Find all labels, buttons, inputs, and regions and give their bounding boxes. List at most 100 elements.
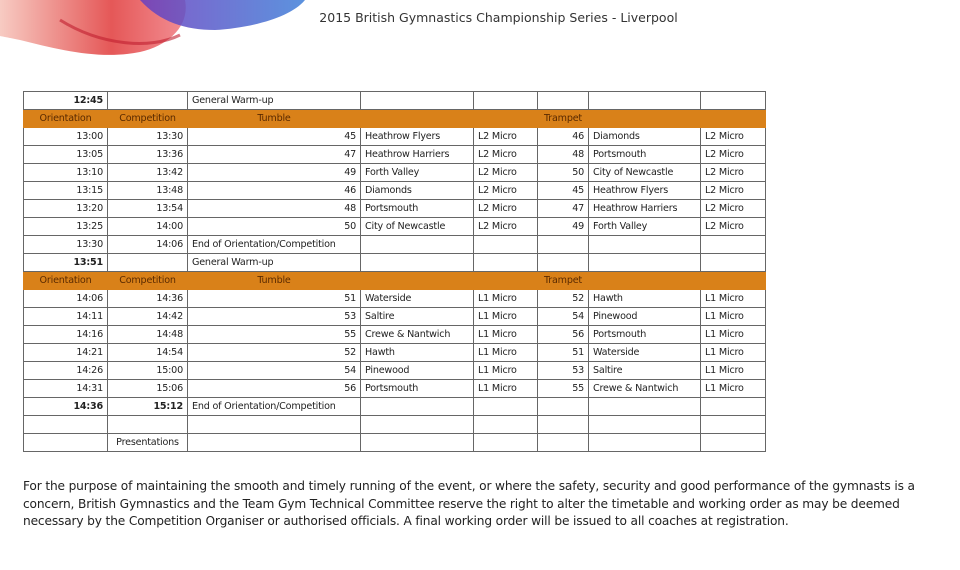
trampet-number: 47 [537, 199, 589, 218]
table-row: 14:06 14:36 51 Waterside L1 Micro 52 Hawth L1 M… [23, 289, 766, 308]
orientation-time: 13:05 [23, 145, 108, 164]
tumble-number: 49 [187, 163, 361, 182]
tumble-team: Pinewood [360, 361, 474, 380]
table-row: 13:30 14:06 End of Orientation/Competition [23, 235, 766, 254]
tumble-team [360, 415, 474, 434]
orientation-time [23, 433, 108, 452]
table-row: 14:31 15:06 56 Portsmouth L1 Micro 55 Crewe & … [23, 379, 766, 398]
tumble-team: Waterside [360, 289, 474, 308]
tumble-number [187, 415, 361, 434]
trampet-level: L1 Micro [700, 343, 766, 362]
column-header [473, 271, 538, 290]
trampet-team: Forth Valley [588, 217, 701, 236]
competition-time: 13:42 [107, 163, 188, 182]
trampet-level: L1 Micro [700, 361, 766, 380]
column-header: Trampet [537, 109, 589, 128]
document-title: 2015 British Gymnastics Championship Ser… [319, 10, 678, 25]
table-row: 13:51 General Warm-up [23, 253, 766, 272]
table-row [23, 415, 766, 434]
trampet-number [537, 397, 589, 416]
competition-time: 14:36 [107, 289, 188, 308]
trampet-level: L2 Micro [700, 181, 766, 200]
table-row: 14:26 15:00 54 Pinewood L1 Micro 53 Saltire L1 … [23, 361, 766, 380]
orientation-time: 13:15 [23, 181, 108, 200]
competition-time: 15:06 [107, 379, 188, 398]
tumble-number [187, 433, 361, 452]
trampet-level: L1 Micro [700, 307, 766, 326]
tumble-number: General Warm-up [187, 253, 361, 272]
trampet-number: 54 [537, 307, 589, 326]
tumble-team: Forth Valley [360, 163, 474, 182]
trampet-number: 53 [537, 361, 589, 380]
trampet-team [588, 397, 701, 416]
trampet-level: L1 Micro [700, 325, 766, 344]
trampet-level: L2 Micro [700, 163, 766, 182]
competition-time: Presentations [107, 433, 188, 452]
trampet-level: L2 Micro [700, 217, 766, 236]
tumble-number: 46 [187, 181, 361, 200]
tumble-number: 47 [187, 145, 361, 164]
trampet-level: L1 Micro [700, 379, 766, 398]
trampet-team: Heathrow Flyers [588, 181, 701, 200]
trampet-number: 52 [537, 289, 589, 308]
trampet-number [537, 433, 589, 452]
column-header: Tumble [187, 271, 361, 290]
table-row: 14:11 14:42 53 Saltire L1 Micro 54 Pinewood L1 … [23, 307, 766, 326]
trampet-team: Heathrow Harriers [588, 199, 701, 218]
trampet-level [700, 397, 766, 416]
tumble-team: Hawth [360, 343, 474, 362]
schedule-table: 12:45 General Warm-up Orientation Competiti… [23, 91, 766, 452]
tumble-level: L1 Micro [473, 361, 538, 380]
competition-time: 14:06 [107, 235, 188, 254]
trampet-team [588, 235, 701, 254]
competition-time: 14:48 [107, 325, 188, 344]
table-row: 14:21 14:54 52 Hawth L1 Micro 51 Waterside L1 M… [23, 343, 766, 362]
trampet-team: Saltire [588, 361, 701, 380]
table-row: 12:45 General Warm-up [23, 91, 766, 110]
competition-time: 15:00 [107, 361, 188, 380]
tumble-number: End of Orientation/Competition [187, 235, 361, 254]
trampet-number [537, 415, 589, 434]
tumble-number: 50 [187, 217, 361, 236]
trampet-number [537, 91, 589, 110]
trampet-team: Portsmouth [588, 145, 701, 164]
table-row: 14:16 14:48 55 Crewe & Nantwich L1 Micro 56 Po… [23, 325, 766, 344]
tumble-team [360, 235, 474, 254]
trampet-team [588, 91, 701, 110]
competition-time: 15:12 [107, 397, 188, 416]
trampet-level [700, 253, 766, 272]
tumble-team: City of Newcastle [360, 217, 474, 236]
table-row: Presentations [23, 433, 766, 452]
table-header-row: Orientation Competition Tumble Trampet [23, 271, 766, 290]
column-header [588, 109, 701, 128]
tumble-level [473, 253, 538, 272]
tumble-level [473, 91, 538, 110]
competition-time: 13:30 [107, 127, 188, 146]
tumble-level: L1 Micro [473, 325, 538, 344]
column-header [588, 271, 701, 290]
tumble-number: 48 [187, 199, 361, 218]
column-header: Competition [107, 109, 188, 128]
column-header [360, 109, 474, 128]
column-header: Orientation [23, 271, 108, 290]
competition-time [107, 253, 188, 272]
trampet-number: 46 [537, 127, 589, 146]
tumble-team [360, 253, 474, 272]
orientation-time: 13:00 [23, 127, 108, 146]
column-header: Competition [107, 271, 188, 290]
tumble-team [360, 433, 474, 452]
tumble-level: L1 Micro [473, 307, 538, 326]
orientation-time: 14:11 [23, 307, 108, 326]
tumble-number: End of Orientation/Competition [187, 397, 361, 416]
trampet-team: Hawth [588, 289, 701, 308]
tumble-level: L1 Micro [473, 289, 538, 308]
competition-time: 14:54 [107, 343, 188, 362]
trampet-level [700, 433, 766, 452]
tumble-number: 51 [187, 289, 361, 308]
trampet-team: City of Newcastle [588, 163, 701, 182]
tumble-level: L2 Micro [473, 199, 538, 218]
tumble-number: 45 [187, 127, 361, 146]
competition-time: 13:36 [107, 145, 188, 164]
orientation-time: 12:45 [23, 91, 108, 110]
table-header-row: Orientation Competition Tumble Trampet [23, 109, 766, 128]
